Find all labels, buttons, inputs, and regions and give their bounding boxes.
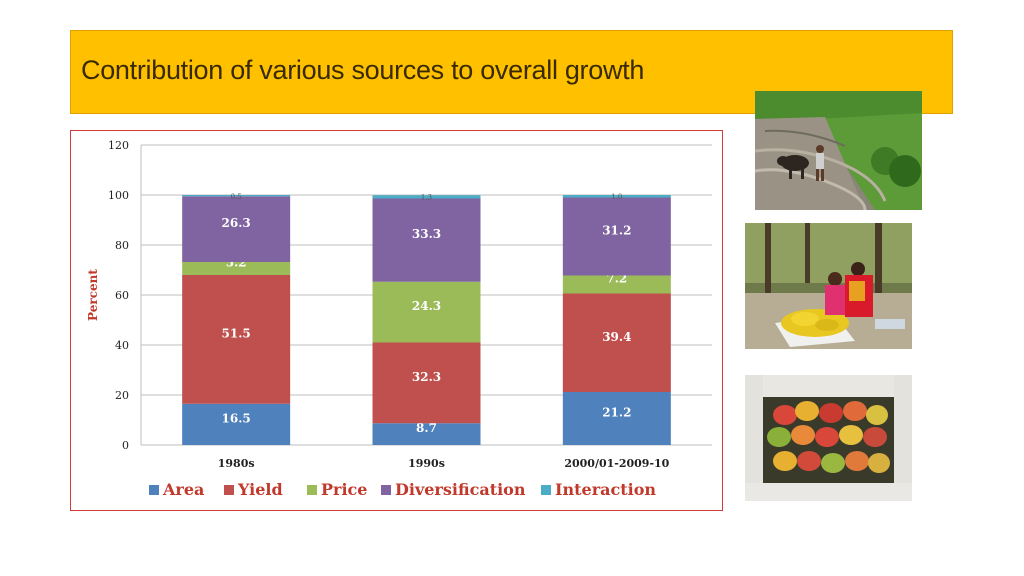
y-tick-label: 20 xyxy=(115,389,129,402)
data-label: 24.3 xyxy=(412,299,441,313)
data-label: 39.4 xyxy=(602,330,631,344)
legend-label-price: Price xyxy=(321,480,367,499)
bar-segment-price xyxy=(182,262,291,275)
legend-label-diversification: Diversification xyxy=(395,480,526,499)
bar-segment-interaction xyxy=(562,195,671,198)
y-tick-label: 0 xyxy=(122,439,129,452)
bar-segment-interaction xyxy=(182,195,291,197)
bar-segment-area xyxy=(372,423,481,445)
legend-swatch-yield xyxy=(224,485,234,495)
bar-segment-area xyxy=(562,392,671,445)
legend-label-area: Area xyxy=(162,480,204,499)
data-label: 0.5 xyxy=(231,193,242,201)
data-label: 32.3 xyxy=(412,370,441,384)
data-label: 26.3 xyxy=(222,216,251,230)
bar-segment-diversification xyxy=(562,197,671,276)
chart-frame: 0 20 40 60 80 100 120 Percent 16.5 51.5 5.2 26.3 0.5… xyxy=(70,130,723,511)
x-tick-label: 1980s xyxy=(218,457,255,470)
legend-swatch-interaction xyxy=(541,485,551,495)
bar-segment-price xyxy=(372,281,481,343)
legend-label-interaction: Interaction xyxy=(555,480,656,499)
legend-label-yield: Yield xyxy=(237,480,283,499)
stacked-bar-chart: 020406080100120Percent16.551.55.226.30.5… xyxy=(86,139,712,499)
data-label: 1.0 xyxy=(611,193,622,201)
data-label: 16.5 xyxy=(222,411,251,425)
data-label: 21.2 xyxy=(602,406,631,420)
y-tick-label: 40 xyxy=(115,339,129,352)
bar-segment-price xyxy=(562,275,671,294)
bar-segment-yield xyxy=(372,342,481,424)
y-tick-label: 120 xyxy=(108,139,129,152)
bar-segment-area xyxy=(182,403,291,445)
legend-swatch-diversification xyxy=(381,485,391,495)
bar-segment-diversification xyxy=(182,196,291,262)
data-label: 31.2 xyxy=(602,224,631,238)
bar-segment-interaction xyxy=(372,195,481,199)
bar-segment-diversification xyxy=(372,198,481,282)
data-label: 33.3 xyxy=(412,227,441,241)
mango-basket-photo xyxy=(745,375,912,501)
y-tick-label: 80 xyxy=(115,239,129,252)
data-label: 1.3 xyxy=(421,193,432,201)
bar-segment-yield xyxy=(562,293,671,392)
data-label: 8.7 xyxy=(416,421,437,435)
y-tick-label: 60 xyxy=(115,289,129,302)
legend-swatch-price xyxy=(307,485,317,495)
y-tick-label: 100 xyxy=(108,189,129,202)
data-label: 51.5 xyxy=(222,326,251,340)
field-ploughing-photo xyxy=(755,91,922,210)
x-tick-label: 1990s xyxy=(408,457,445,470)
x-tick-label: 2000/01-2009-10 xyxy=(564,457,669,470)
slide-title: Contribution of various sources to overa… xyxy=(81,55,645,85)
bar-segment-yield xyxy=(182,275,291,404)
y-axis-label: Percent xyxy=(86,269,100,321)
legend-swatch-area xyxy=(149,485,159,495)
title-banner: Contribution of various sources to overa… xyxy=(70,30,953,114)
mango-vendors-photo xyxy=(745,223,912,349)
